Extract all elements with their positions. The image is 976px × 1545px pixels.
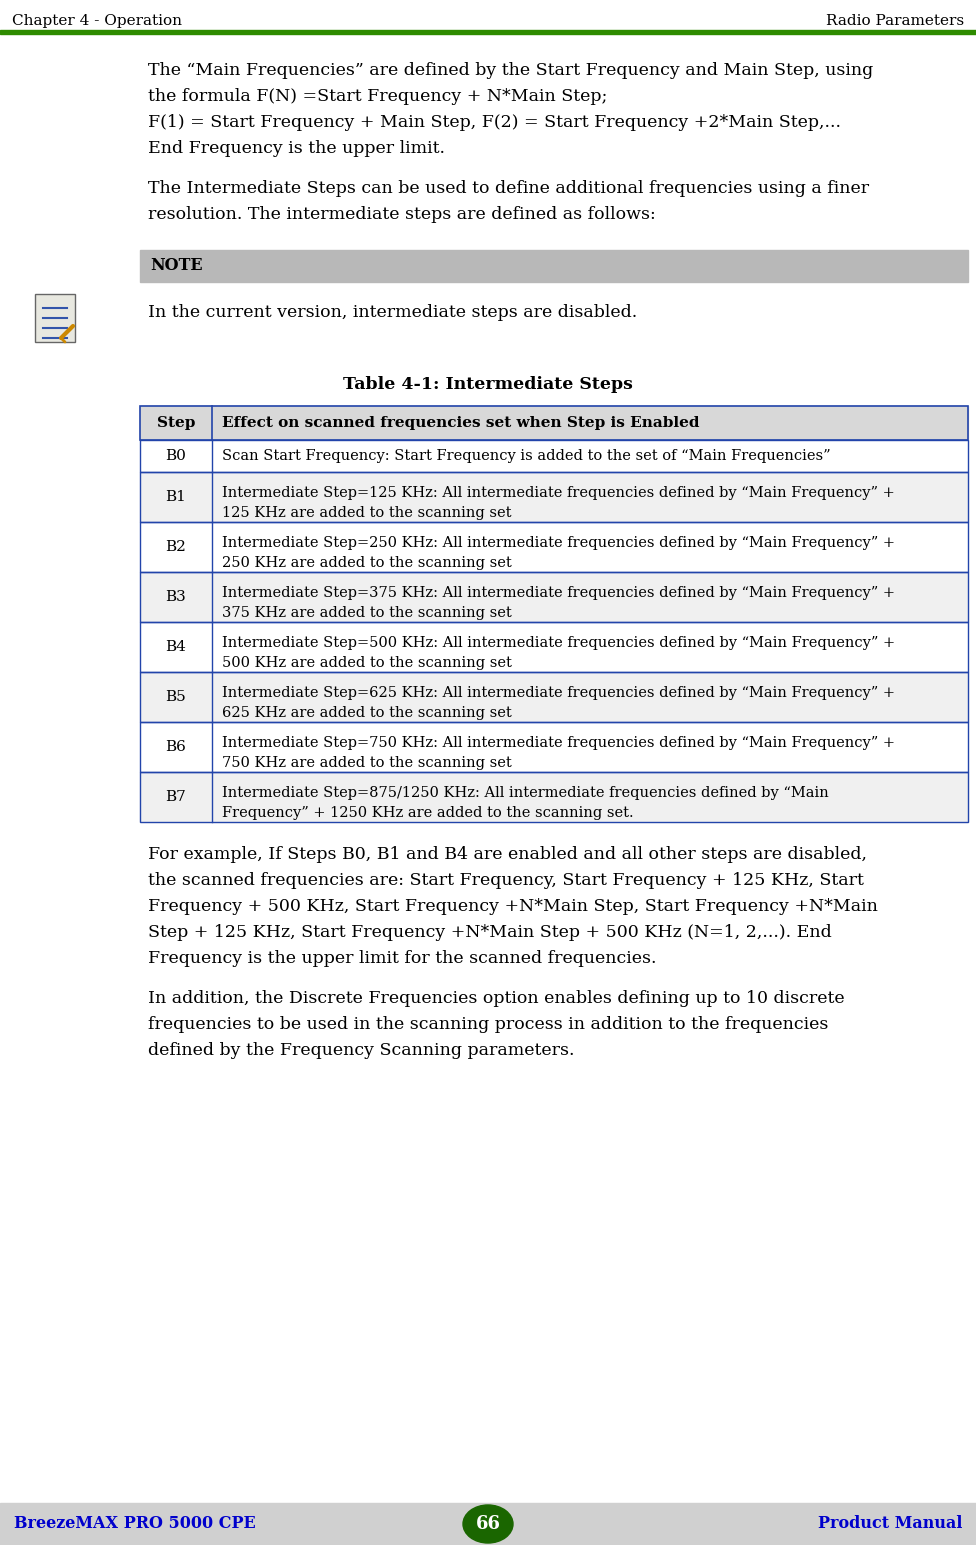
Text: Intermediate Step=250 KHz: All intermediate frequencies defined by “Main Frequen: Intermediate Step=250 KHz: All intermedi… xyxy=(222,536,895,550)
Text: Intermediate Step=625 KHz: All intermediate frequencies defined by “Main Frequen: Intermediate Step=625 KHz: All intermedi… xyxy=(222,686,895,700)
Text: Intermediate Step=875/1250 KHz: All intermediate frequencies defined by “Main: Intermediate Step=875/1250 KHz: All inte… xyxy=(222,786,829,800)
Text: Chapter 4 - Operation: Chapter 4 - Operation xyxy=(12,14,182,28)
Text: End Frequency is the upper limit.: End Frequency is the upper limit. xyxy=(148,141,445,158)
Text: 500 KHz are added to the scanning set: 500 KHz are added to the scanning set xyxy=(222,657,511,671)
Bar xyxy=(140,522,968,572)
Text: Intermediate Step=750 KHz: All intermediate frequencies defined by “Main Frequen: Intermediate Step=750 KHz: All intermedi… xyxy=(222,735,895,749)
Text: Intermediate Step=125 KHz: All intermediate frequencies defined by “Main Frequen: Intermediate Step=125 KHz: All intermedi… xyxy=(222,487,895,501)
Text: 625 KHz are added to the scanning set: 625 KHz are added to the scanning set xyxy=(222,706,511,720)
Text: Effect on scanned frequencies set when Step is Enabled: Effect on scanned frequencies set when S… xyxy=(222,416,700,430)
Text: B5: B5 xyxy=(166,691,186,705)
Bar xyxy=(140,522,968,572)
Text: 375 KHz are added to the scanning set: 375 KHz are added to the scanning set xyxy=(222,606,511,620)
Text: The “Main Frequencies” are defined by the Start Frequency and Main Step, using: The “Main Frequencies” are defined by th… xyxy=(148,62,874,79)
Text: Step: Step xyxy=(157,416,195,430)
Text: In the current version, intermediate steps are disabled.: In the current version, intermediate ste… xyxy=(148,304,637,321)
Bar xyxy=(35,294,75,341)
Text: B7: B7 xyxy=(166,789,186,803)
Ellipse shape xyxy=(463,1505,513,1543)
Bar xyxy=(140,572,968,623)
Text: the scanned frequencies are: Start Frequency, Start Frequency + 125 KHz, Start: the scanned frequencies are: Start Frequ… xyxy=(148,871,864,888)
Text: defined by the Frequency Scanning parameters.: defined by the Frequency Scanning parame… xyxy=(148,1041,575,1058)
Text: In addition, the Discrete Frequencies option enables defining up to 10 discrete: In addition, the Discrete Frequencies op… xyxy=(148,990,844,1007)
Text: Frequency is the upper limit for the scanned frequencies.: Frequency is the upper limit for the sca… xyxy=(148,950,657,967)
Bar xyxy=(140,772,968,822)
Bar xyxy=(140,406,968,440)
Text: Product Manual: Product Manual xyxy=(818,1516,962,1533)
Text: B4: B4 xyxy=(166,640,186,654)
Bar xyxy=(140,440,968,473)
Bar xyxy=(140,722,968,772)
Text: 750 KHz are added to the scanning set: 750 KHz are added to the scanning set xyxy=(222,756,511,769)
Text: Table 4-1: Intermediate Steps: Table 4-1: Intermediate Steps xyxy=(343,375,633,392)
Text: Frequency” + 1250 KHz are added to the scanning set.: Frequency” + 1250 KHz are added to the s… xyxy=(222,806,633,820)
Text: the formula F(N) =Start Frequency + N*Main Step;: the formula F(N) =Start Frequency + N*Ma… xyxy=(148,88,607,105)
Text: 66: 66 xyxy=(475,1516,501,1533)
Text: NOTE: NOTE xyxy=(150,258,203,275)
Text: B6: B6 xyxy=(166,740,186,754)
Bar xyxy=(0,29,976,34)
Text: B2: B2 xyxy=(166,541,186,555)
Text: 125 KHz are added to the scanning set: 125 KHz are added to the scanning set xyxy=(222,507,511,521)
Bar xyxy=(140,406,968,440)
Text: B3: B3 xyxy=(166,590,186,604)
Text: resolution. The intermediate steps are defined as follows:: resolution. The intermediate steps are d… xyxy=(148,205,656,222)
Text: Frequency + 500 KHz, Start Frequency +N*Main Step, Start Frequency +N*Main: Frequency + 500 KHz, Start Frequency +N*… xyxy=(148,898,877,915)
Text: The Intermediate Steps can be used to define additional frequencies using a fine: The Intermediate Steps can be used to de… xyxy=(148,181,869,198)
Bar xyxy=(140,572,968,623)
Text: F(1) = Start Frequency + Main Step, F(2) = Start Frequency +2*Main Step,...: F(1) = Start Frequency + Main Step, F(2)… xyxy=(148,114,841,131)
Text: frequencies to be used in the scanning process in addition to the frequencies: frequencies to be used in the scanning p… xyxy=(148,1017,829,1034)
Text: Intermediate Step=375 KHz: All intermediate frequencies defined by “Main Frequen: Intermediate Step=375 KHz: All intermedi… xyxy=(222,586,895,599)
Text: BreezeMAX PRO 5000 CPE: BreezeMAX PRO 5000 CPE xyxy=(14,1516,256,1533)
Bar xyxy=(140,722,968,772)
Text: Intermediate Step=500 KHz: All intermediate frequencies defined by “Main Frequen: Intermediate Step=500 KHz: All intermedi… xyxy=(222,637,895,650)
Text: 250 KHz are added to the scanning set: 250 KHz are added to the scanning set xyxy=(222,556,511,570)
Bar xyxy=(140,623,968,672)
Bar xyxy=(140,440,968,473)
Text: Step + 125 KHz, Start Frequency +N*Main Step + 500 KHz (N=1, 2,...). End: Step + 125 KHz, Start Frequency +N*Main … xyxy=(148,924,832,941)
Bar xyxy=(140,473,968,522)
Bar xyxy=(0,1503,976,1545)
Bar xyxy=(140,473,968,522)
Text: Radio Parameters: Radio Parameters xyxy=(826,14,964,28)
Bar xyxy=(140,672,968,722)
Text: For example, If Steps B0, B1 and B4 are enabled and all other steps are disabled: For example, If Steps B0, B1 and B4 are … xyxy=(148,847,867,864)
Text: Scan Start Frequency: Start Frequency is added to the set of “Main Frequencies”: Scan Start Frequency: Start Frequency is… xyxy=(222,450,831,464)
Text: B1: B1 xyxy=(166,490,186,504)
Bar xyxy=(140,772,968,822)
Bar xyxy=(140,623,968,672)
Bar xyxy=(140,672,968,722)
Text: B0: B0 xyxy=(166,450,186,464)
Bar xyxy=(140,250,968,283)
